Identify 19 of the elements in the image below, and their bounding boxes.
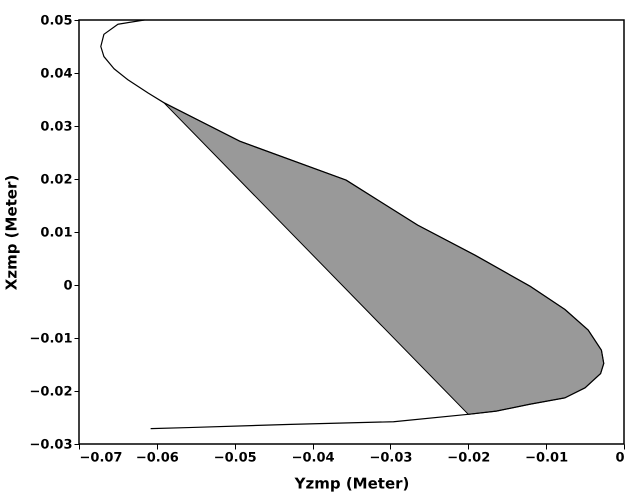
y-tick-label: 0.03 — [40, 120, 72, 134]
y-tick-label: 0 — [63, 278, 72, 294]
x-tick-label: −0.07 — [80, 450, 122, 466]
x-tick-label: −0.04 — [292, 450, 335, 466]
y-tick-label: −0.03 — [30, 438, 72, 452]
x-tick-label: −0.01 — [525, 450, 568, 466]
y-tick-label: −0.01 — [30, 332, 72, 346]
x-tick-label: −0.03 — [369, 450, 412, 466]
x-tick-label: −0.05 — [214, 450, 257, 466]
x-tick-label: −0.02 — [447, 450, 490, 466]
y-tick-label: 0.01 — [40, 226, 72, 240]
x-axis-title: Yzmp (Meter) — [294, 474, 410, 492]
y-tick-label: 0.04 — [40, 66, 72, 82]
y-tick-label: 0.05 — [40, 14, 72, 28]
x-tick-label: −0.06 — [136, 450, 179, 466]
y-axis-title: Xzmp (Meter) — [2, 174, 21, 290]
x-tick-label: 0 — [615, 450, 624, 466]
y-tick-label: 0.02 — [40, 172, 72, 188]
y-tick-label: −0.02 — [30, 384, 72, 400]
